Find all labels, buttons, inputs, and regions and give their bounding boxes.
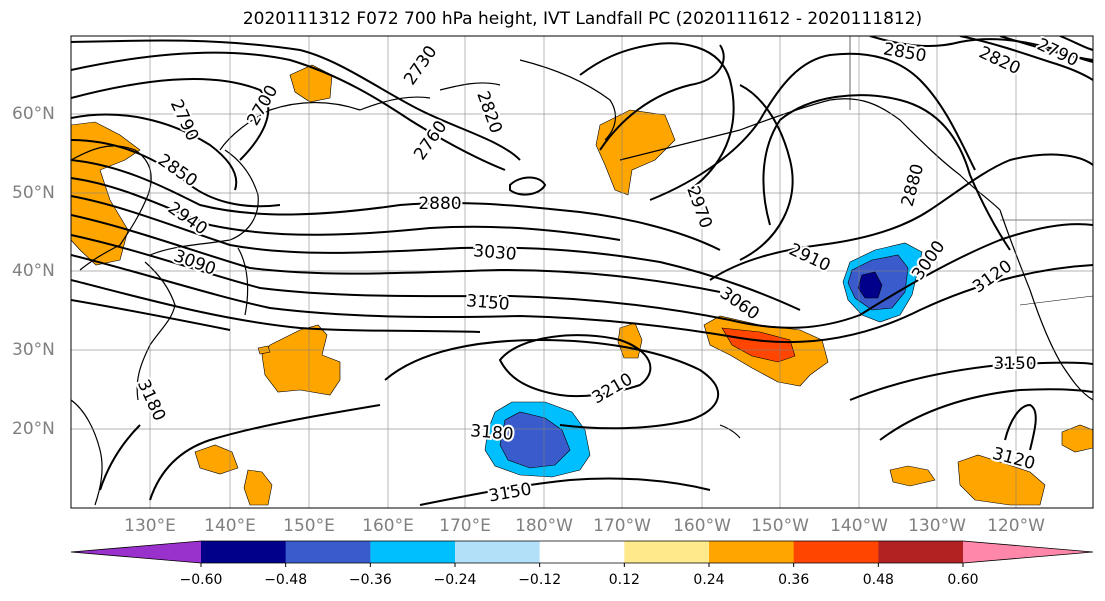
- positive-anomaly-region: [1061, 424, 1093, 453]
- colorbar-segment: [963, 541, 1093, 563]
- colorbar-segment: [455, 541, 541, 563]
- longitude-label: 130°E: [124, 516, 176, 536]
- positive-anomaly-region: [194, 444, 239, 475]
- political-borders: [849, 36, 1093, 306]
- contour-label: 3150: [993, 354, 1036, 374]
- strong-positive-region: [721, 327, 796, 363]
- colorbar-tick-label: −0.48: [264, 572, 308, 588]
- colorbar-segment: [878, 541, 964, 563]
- contour-label: 2880: [418, 194, 461, 214]
- longitude-label: 150°E: [283, 516, 335, 536]
- colorbar-segment: [71, 541, 201, 563]
- map-frame: [70, 35, 1094, 509]
- colorbar-tick-label: −0.60: [179, 572, 223, 588]
- colorbar-tick-label: −0.12: [518, 572, 562, 588]
- gridlines: [71, 36, 1093, 508]
- longitude-label: 130°W: [908, 516, 966, 536]
- colorbar-segment: [370, 541, 456, 563]
- colorbar-segment: [285, 541, 371, 563]
- positive-anomaly-region: [261, 324, 341, 396]
- colorbar-segment: [793, 541, 879, 563]
- latitude-label: 20°N: [12, 419, 55, 439]
- contour-label: 2850: [882, 39, 928, 66]
- longitude-label: 120°W: [987, 516, 1045, 536]
- contour-label: 3180: [469, 421, 514, 445]
- longitude-label: 170°E: [439, 516, 491, 536]
- colorbar-segment: [201, 541, 287, 563]
- positive-anomaly-region: [889, 465, 936, 487]
- colorbar-tick-label: −0.36: [348, 572, 392, 588]
- contour-label: 2880: [898, 162, 929, 209]
- contour-label: 3030: [472, 241, 517, 265]
- colorbar-segment: [624, 541, 710, 563]
- strong-negative-region: [499, 411, 571, 469]
- longitude-label: 170°W: [593, 516, 651, 536]
- contour-label: 3150: [487, 479, 533, 506]
- longitude-label: 140°W: [830, 516, 888, 536]
- colorbar-tick-label: 0.60: [947, 572, 979, 588]
- colorbar-tick-label: 0.24: [693, 572, 725, 588]
- latitude-label: 50°N: [12, 183, 55, 203]
- positive-anomaly-region: [957, 454, 1046, 506]
- positive-anomaly-region: [289, 64, 333, 103]
- longitude-label: 140°E: [204, 516, 256, 536]
- colorbar-tick-label: −0.24: [433, 572, 477, 588]
- ivt-shading: [71, 64, 1093, 506]
- map-title: 2020111312 F072 700 hPa height, IVT Land…: [242, 9, 923, 29]
- latitude-label: 30°N: [12, 340, 55, 360]
- height-contours: [71, 36, 1093, 506]
- latitude-label: 40°N: [12, 261, 55, 281]
- colorbar-tick-label: 0.36: [778, 572, 810, 588]
- colorbar-tick-label: 0.48: [862, 572, 894, 588]
- longitude-label: 150°W: [751, 516, 809, 536]
- contour-label: 3150: [465, 291, 510, 315]
- latitude-label: 60°N: [12, 104, 55, 124]
- colorbar-segment: [539, 541, 625, 563]
- colorbar: [70, 540, 1094, 567]
- strongest-negative-region: [857, 271, 883, 299]
- colorbar-segment: [709, 541, 795, 563]
- positive-anomaly-region: [243, 469, 273, 506]
- longitude-label: 160°E: [362, 516, 414, 536]
- positive-anomaly-region: [595, 109, 676, 196]
- longitude-label: 180°W: [515, 516, 573, 536]
- longitude-label: 160°W: [673, 516, 731, 536]
- colorbar-tick-label: 0.12: [608, 572, 640, 588]
